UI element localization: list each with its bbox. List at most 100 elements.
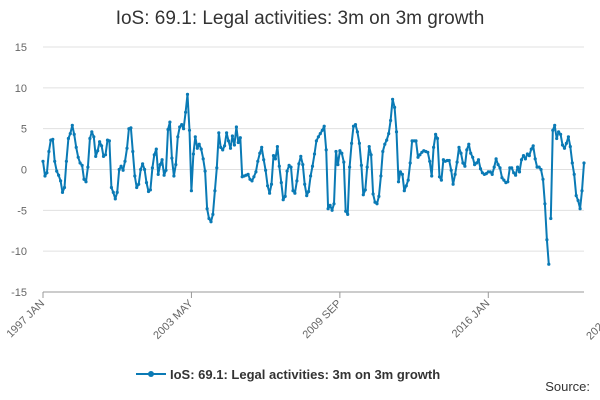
data-point xyxy=(476,158,481,162)
data-point xyxy=(496,163,500,167)
data-point xyxy=(572,172,576,176)
data-point xyxy=(539,167,543,172)
data-point xyxy=(234,125,238,129)
data-point xyxy=(64,159,68,163)
data-point xyxy=(273,157,277,161)
data-point xyxy=(289,165,293,169)
data-point xyxy=(348,165,352,169)
data-point xyxy=(113,197,117,201)
data-point xyxy=(402,189,406,193)
data-point xyxy=(406,178,410,182)
data-point xyxy=(285,169,289,173)
data-point xyxy=(148,188,152,192)
data-point xyxy=(393,105,397,109)
data-point xyxy=(184,110,188,114)
data-point xyxy=(205,207,209,211)
data-point xyxy=(125,146,129,150)
x-tick-label: 1997 JAN xyxy=(4,298,47,341)
data-point xyxy=(531,144,535,148)
data-point xyxy=(353,123,358,127)
data-point xyxy=(182,127,186,131)
data-point xyxy=(98,140,102,144)
data-point xyxy=(469,151,473,155)
data-point xyxy=(582,161,586,165)
data-point xyxy=(363,188,367,192)
data-point xyxy=(250,179,254,183)
data-point xyxy=(381,149,385,154)
data-point xyxy=(199,147,203,151)
data-point xyxy=(131,149,135,154)
data-point xyxy=(570,161,574,165)
data-point xyxy=(387,132,391,136)
data-point xyxy=(217,131,221,135)
data-point xyxy=(70,123,74,127)
data-point xyxy=(318,132,322,136)
chart-title: IoS: 69.1: Legal activities: 3m on 3m gr… xyxy=(115,8,485,29)
data-point xyxy=(549,216,553,221)
data-point xyxy=(62,185,67,190)
data-point xyxy=(562,146,567,150)
x-tick-label: 2003 MAY xyxy=(151,297,196,342)
data-point xyxy=(375,202,379,206)
data-point xyxy=(346,212,350,216)
data-point xyxy=(408,161,412,165)
data-point xyxy=(414,139,418,143)
data-point xyxy=(178,125,182,129)
data-point xyxy=(338,149,342,153)
data-point xyxy=(320,128,324,132)
data-point xyxy=(96,149,100,153)
data-point xyxy=(82,177,86,181)
y-tick-label: -5 xyxy=(17,205,27,217)
data-point xyxy=(555,136,559,141)
data-point xyxy=(203,169,207,173)
data-point xyxy=(494,157,498,161)
data-point xyxy=(400,172,404,176)
data-point xyxy=(268,191,272,195)
data-point xyxy=(367,145,371,149)
data-point xyxy=(195,146,199,150)
data-point xyxy=(262,158,266,162)
y-tick-label: 0 xyxy=(21,165,27,177)
x-tick-label: 2016 JAN xyxy=(450,298,493,341)
data-point xyxy=(478,167,483,171)
data-point xyxy=(453,172,457,176)
data-point xyxy=(426,150,430,154)
data-point xyxy=(312,152,317,156)
data-point xyxy=(566,135,571,139)
data-point xyxy=(207,216,211,221)
data-point xyxy=(230,134,234,138)
data-point xyxy=(303,182,307,186)
data-point xyxy=(269,182,274,186)
data-point xyxy=(144,181,149,185)
data-point xyxy=(301,163,305,167)
data-point xyxy=(516,165,520,169)
data-point xyxy=(527,154,531,158)
data-point xyxy=(66,136,70,141)
data-point xyxy=(232,143,236,147)
data-point xyxy=(430,174,434,178)
data-point xyxy=(137,182,141,186)
data-point xyxy=(275,145,279,149)
data-point xyxy=(283,194,287,198)
data-point xyxy=(377,194,381,198)
data-point xyxy=(545,238,549,242)
legend[interactable]: IoS: 69.1: Legal activities: 3m on 3m gr… xyxy=(136,367,440,382)
data-point xyxy=(557,130,561,134)
data-point xyxy=(187,128,192,132)
series-line xyxy=(42,93,425,223)
data-point xyxy=(246,172,250,176)
data-point xyxy=(471,155,475,159)
data-point xyxy=(359,163,363,167)
data-point xyxy=(47,149,51,154)
data-point xyxy=(553,123,557,127)
data-point xyxy=(512,171,516,175)
y-tick-label: 5 xyxy=(21,124,27,136)
x-tick-label: 2009 SEP xyxy=(300,298,344,342)
data-point xyxy=(521,154,526,158)
data-point xyxy=(394,130,399,134)
data-point xyxy=(576,198,580,203)
data-point xyxy=(236,140,240,145)
data-point xyxy=(467,142,471,146)
data-point xyxy=(500,176,504,180)
